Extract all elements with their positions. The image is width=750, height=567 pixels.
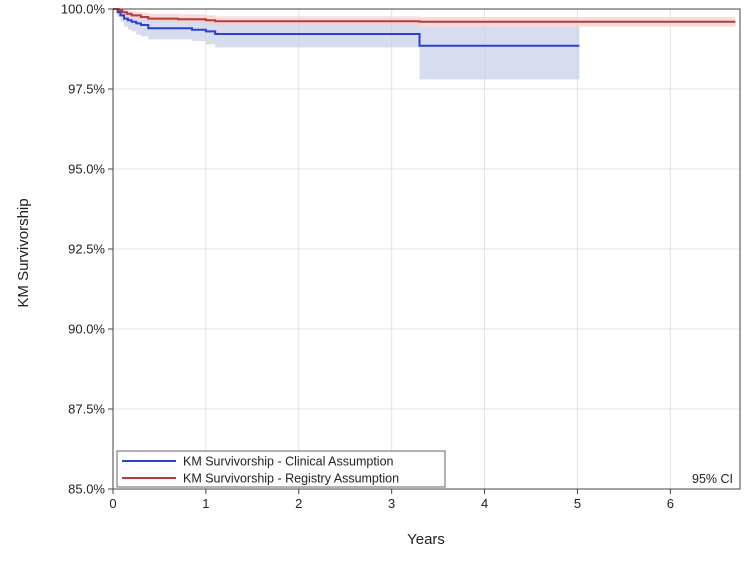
survival-curves	[113, 8, 736, 47]
y-tick-label: 95.0%	[68, 162, 105, 177]
x-axis-title: Years	[407, 531, 445, 548]
y-tick-label: 90.0%	[68, 322, 105, 337]
y-tick-label: 92.5%	[68, 242, 105, 257]
x-tick-label: 5	[574, 496, 581, 511]
legend: KM Survivorship - Clinical Assumption KM…	[116, 450, 446, 488]
x-tick-label: 3	[388, 496, 395, 511]
x-tick-label: 2	[295, 496, 302, 511]
x-tick-label: 4	[481, 496, 488, 511]
x-tick-label: 1	[202, 496, 209, 511]
series-line-1	[113, 8, 736, 23]
axis-ticks: 0 1 2 3 4 5 6 85.0% 87.5% 90.0% 92.5% 95.0% 97.5% 100…	[61, 2, 674, 512]
y-tick-label: 87.5%	[68, 402, 105, 417]
ci-annotation: 95% CI	[692, 472, 733, 486]
legend-label-registry: KM Survivorship - Registry Assumption	[183, 472, 399, 486]
y-tick-label: 100.0%	[61, 2, 106, 17]
legend-label-clinical: KM Survivorship - Clinical Assumption	[183, 455, 394, 469]
y-axis-title: KM Survivorship	[15, 198, 32, 307]
y-tick-label: 85.0%	[68, 482, 105, 497]
series-line-0	[113, 8, 580, 47]
x-tick-label: 6	[667, 496, 674, 511]
legend-box	[116, 450, 446, 488]
y-tick-label: 97.5%	[68, 82, 105, 97]
x-tick-label: 0	[109, 496, 116, 511]
